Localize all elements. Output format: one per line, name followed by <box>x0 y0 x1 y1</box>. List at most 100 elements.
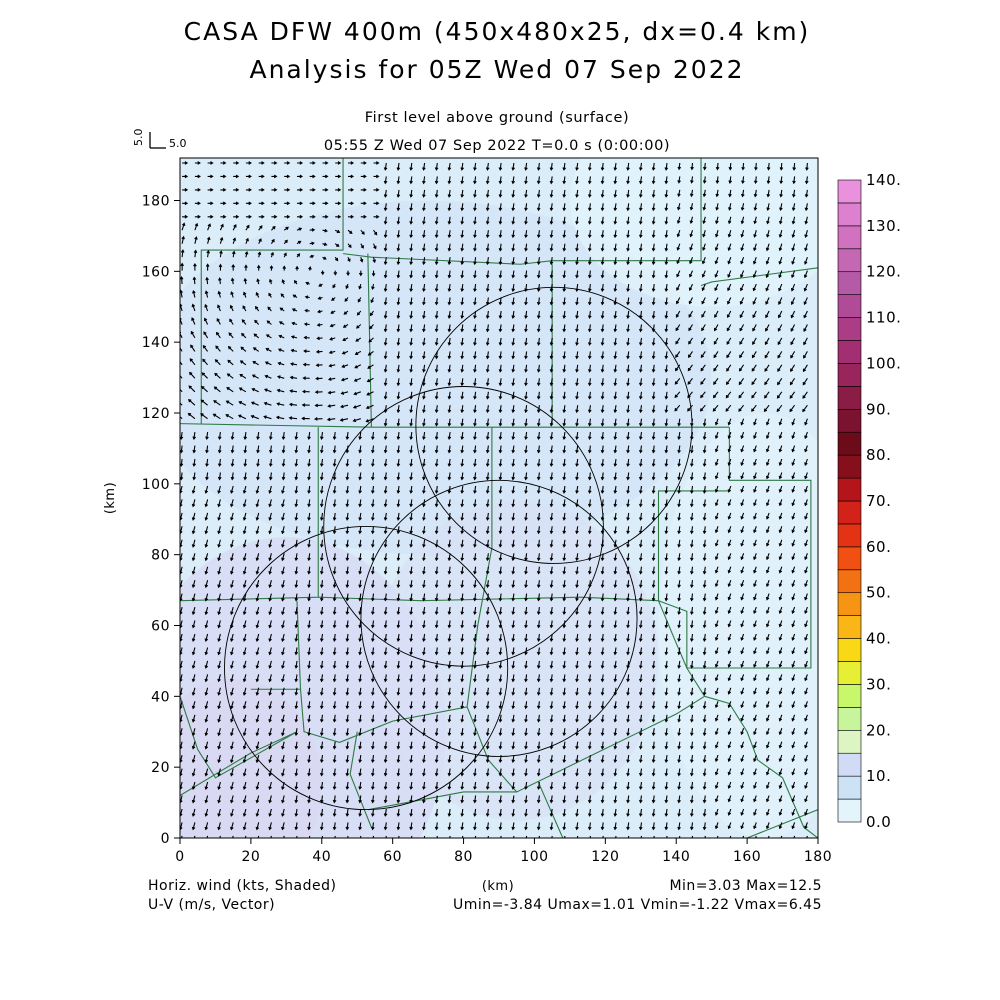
wind-vector <box>473 593 477 602</box>
wind-vector <box>587 512 592 521</box>
wind-vector <box>409 337 413 346</box>
wind-vector <box>498 526 503 535</box>
wind-vector <box>485 230 490 239</box>
wind-vector <box>511 633 516 642</box>
wind-vector <box>562 539 567 548</box>
wind-vector <box>447 620 452 629</box>
wind-vector <box>753 593 757 601</box>
wind-vector <box>447 768 452 777</box>
wind-vector <box>358 808 362 817</box>
wind-vector <box>228 332 234 339</box>
wind-vector <box>191 795 196 804</box>
wind-vector <box>396 472 401 481</box>
wind-vector <box>204 539 209 548</box>
wind-vector <box>422 472 426 481</box>
wind-vector <box>638 324 643 333</box>
wind-vector <box>549 674 554 683</box>
wind-vector <box>536 284 541 293</box>
wind-vector <box>205 276 209 285</box>
wind-vector <box>638 714 643 723</box>
wind-vector <box>243 445 248 454</box>
wind-vector <box>613 216 618 225</box>
wind-vector <box>740 768 745 776</box>
wind-vector <box>205 263 210 271</box>
wind-vector <box>791 445 796 453</box>
wind-vector <box>587 257 592 266</box>
colorbar-swatch <box>837 661 862 685</box>
wind-vector <box>664 687 669 696</box>
wind-vector <box>804 795 808 803</box>
wind-vector <box>587 230 592 239</box>
wind-vector <box>288 416 298 420</box>
wind-vector <box>373 214 380 219</box>
wind-vector <box>613 485 618 494</box>
wind-vector <box>268 292 272 298</box>
wind-vector <box>562 728 567 737</box>
wind-vector <box>383 418 388 427</box>
wind-vector <box>369 324 374 330</box>
wind-vector <box>396 593 401 602</box>
wind-vector <box>562 257 567 266</box>
wind-vector <box>600 808 605 817</box>
wind-vector <box>664 553 669 562</box>
wind-vector <box>765 822 770 830</box>
wind-vector <box>613 284 618 293</box>
wind-vector <box>244 250 249 258</box>
wind-vector <box>219 236 224 244</box>
wind-vector <box>766 162 771 171</box>
wind-vector <box>524 310 528 319</box>
wind-vector <box>242 701 247 710</box>
wind-vector <box>802 404 808 413</box>
wind-vector <box>242 781 247 791</box>
wind-vector <box>765 310 770 319</box>
colorbar-swatch <box>837 202 862 227</box>
wind-vector <box>727 754 732 763</box>
wind-vector <box>271 201 278 206</box>
wind-vector <box>549 781 554 790</box>
wind-vector <box>702 755 707 764</box>
wind-vector <box>230 768 234 777</box>
wind-vector <box>447 795 452 804</box>
wind-vector <box>434 741 439 750</box>
wind-vector <box>245 161 252 165</box>
colorbar-label: 10. <box>866 767 891 785</box>
wind-vector <box>238 401 247 406</box>
wind-vector <box>688 270 694 278</box>
wind-vector <box>638 781 643 790</box>
wind-vector <box>600 176 605 185</box>
wind-vector <box>613 539 618 548</box>
county-line <box>180 696 298 779</box>
wind-vector <box>217 472 222 481</box>
wind-vector <box>340 377 349 382</box>
wind-vector <box>307 755 311 764</box>
wind-vector <box>294 432 299 441</box>
wind-vector <box>613 203 618 212</box>
wind-vector <box>203 331 209 339</box>
wind-vector <box>587 660 592 669</box>
wind-vector <box>664 270 669 279</box>
wind-vector <box>284 188 291 192</box>
wind-vector <box>256 278 260 285</box>
wind-vector <box>651 284 656 293</box>
wind-vector <box>778 701 783 709</box>
wind-vector <box>258 201 265 206</box>
wind-vector <box>704 835 706 838</box>
wind-vector <box>751 404 757 412</box>
wind-vector <box>536 714 541 723</box>
wind-vector <box>804 633 808 641</box>
wind-vector <box>524 485 528 494</box>
wind-vector <box>790 351 796 359</box>
wind-vector <box>271 174 278 179</box>
wind-vector <box>675 310 681 318</box>
wind-vector <box>536 620 541 629</box>
wind-vector <box>409 674 413 683</box>
wind-vector <box>422 808 426 817</box>
wind-vector <box>562 580 567 589</box>
wind-vector <box>201 385 208 393</box>
wind-vector <box>358 593 362 602</box>
wind-vector <box>243 277 248 285</box>
wind-vector <box>473 485 477 494</box>
wind-vector <box>255 633 260 643</box>
wind-vector <box>242 728 247 737</box>
wind-vector <box>738 377 745 386</box>
